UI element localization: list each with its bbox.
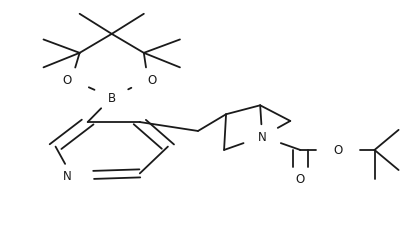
Text: N: N [63, 169, 72, 182]
Text: B: B [107, 92, 116, 105]
Text: O: O [334, 144, 343, 157]
Text: N: N [258, 130, 267, 143]
Text: O: O [62, 74, 72, 87]
Text: O: O [296, 173, 305, 186]
Text: O: O [148, 74, 157, 87]
